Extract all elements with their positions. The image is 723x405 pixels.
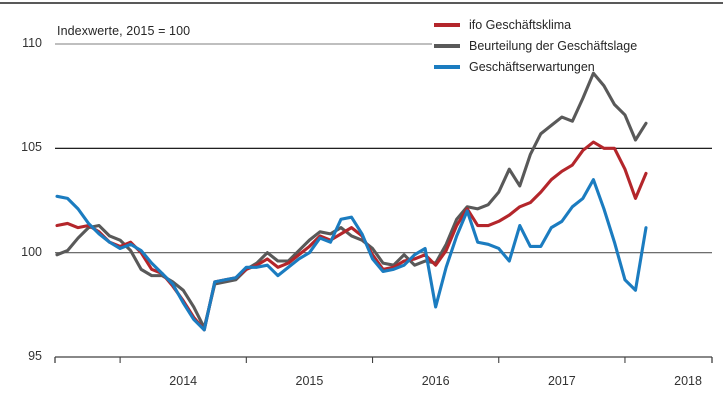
legend-label-klima: ifo Geschäftsklima bbox=[469, 17, 572, 32]
y-axis-tick-105: 105 bbox=[21, 140, 42, 155]
legend-item-lage[interactable]: Beurteilung der Geschäftslage bbox=[434, 35, 637, 56]
series-line-gesch-ftserwartungen bbox=[55, 178, 648, 332]
y-axis-tick-100: 100 bbox=[21, 244, 42, 259]
y-axis-tick-95: 95 bbox=[28, 349, 42, 363]
chart-legend: ifo Geschäftsklima Beurteilung der Gesch… bbox=[434, 14, 637, 77]
series-line-ifo-gesch-ftsklima bbox=[55, 140, 648, 332]
legend-swatch-klima bbox=[434, 22, 460, 27]
legend-item-erwartungen[interactable]: Geschäftserwartungen bbox=[434, 56, 637, 77]
legend-label-lage: Beurteilung der Geschäftslage bbox=[469, 38, 638, 53]
x-axis-tick-2018: 2018 bbox=[674, 374, 702, 388]
legend-item-klima[interactable]: ifo Geschäftsklima bbox=[434, 14, 637, 35]
x-axis-tick-2016: 2016 bbox=[421, 374, 450, 388]
x-axis-tick-2015: 2015 bbox=[295, 374, 324, 388]
x-axis-tick-2014: 2014 bbox=[169, 374, 198, 388]
y-axis-tick-110: 110 bbox=[22, 36, 42, 50]
series-line-beurteilung-der-gesch-ftslage bbox=[55, 71, 648, 330]
chart-subtitle: Indexwerte, 2015 = 100 bbox=[57, 24, 191, 38]
top-divider bbox=[0, 2, 723, 4]
x-axis-tick-2017: 2017 bbox=[547, 374, 576, 388]
legend-swatch-erwartungen bbox=[434, 64, 460, 69]
legend-label-erwartungen: Geschäftserwartungen bbox=[469, 59, 595, 74]
legend-swatch-lage bbox=[434, 43, 460, 48]
